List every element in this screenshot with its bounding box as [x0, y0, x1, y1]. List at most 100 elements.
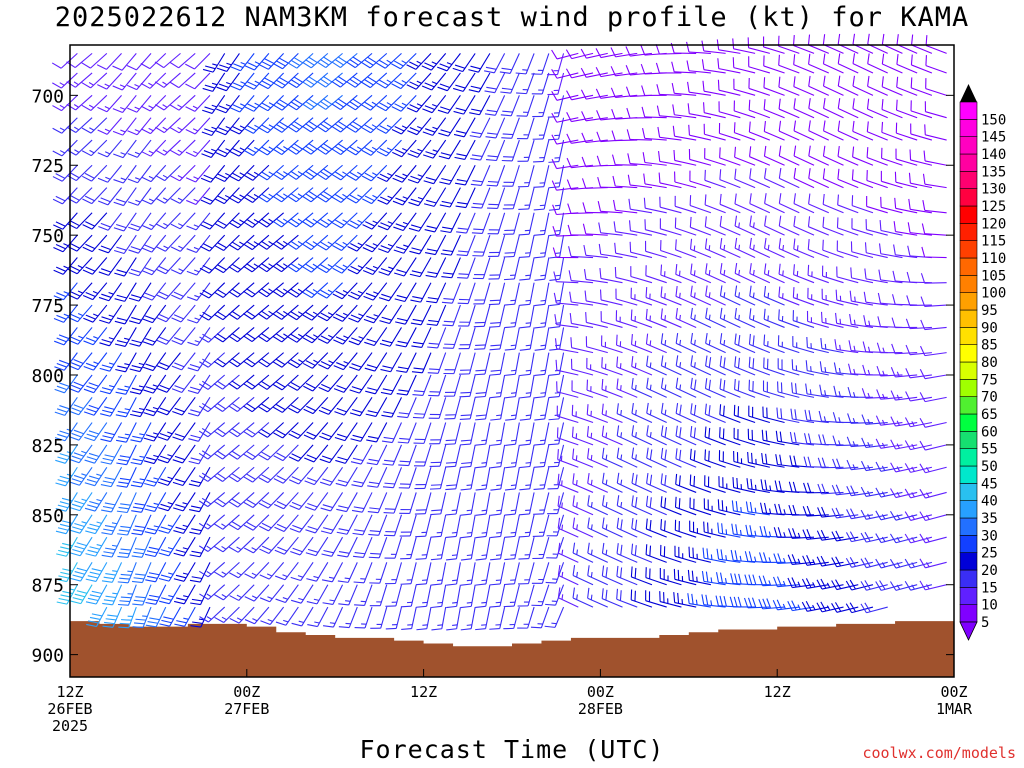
wind-barb [115, 397, 137, 418]
wind-barb [69, 492, 93, 512]
wind-barb [471, 212, 491, 234]
wind-barb [316, 94, 343, 110]
wind-barb [258, 53, 285, 70]
colorbar-segment [959, 275, 978, 293]
wind-barb [519, 327, 535, 351]
wind-barb [675, 448, 697, 468]
wind-barb [275, 562, 299, 581]
wind-barb [82, 234, 108, 253]
colorbar-label: 20 [981, 563, 998, 579]
wind-barb [602, 495, 623, 516]
wind-barb [875, 438, 903, 449]
wind-barb [56, 536, 78, 557]
wind-barb [459, 397, 476, 421]
wind-barb [816, 578, 844, 590]
wind-barb [717, 499, 741, 516]
wind-barb [660, 377, 682, 398]
wind-barb [331, 187, 358, 203]
wind-barb [442, 327, 461, 349]
wind-barb [629, 241, 653, 259]
wind-barb [188, 444, 211, 465]
wind-barb [470, 139, 491, 161]
wind-barb [763, 285, 785, 306]
wind-barb [475, 562, 491, 586]
wind-barb [440, 234, 461, 256]
wind-barb [551, 90, 579, 101]
wind-barb [904, 558, 933, 569]
wind-barb [257, 257, 284, 273]
wind-barb [572, 448, 594, 468]
wind-barb [113, 234, 137, 255]
wind-barb [199, 257, 226, 274]
x-tick-label: 00Z [233, 683, 260, 701]
wind-barb [906, 271, 932, 284]
wind-barb [585, 336, 608, 354]
wind-barb [549, 235, 565, 259]
wind-barb [336, 492, 358, 513]
wind-barb [352, 514, 373, 536]
wind-barb [82, 282, 108, 301]
wind-barb [171, 282, 196, 300]
wind-barb [142, 282, 167, 301]
wind-barb [572, 517, 594, 538]
wind-barb [778, 54, 800, 74]
wind-barb [272, 164, 299, 181]
wind-barb [213, 536, 240, 553]
wind-barb [142, 352, 167, 372]
wind-barb [287, 52, 314, 69]
wind-barb [734, 333, 756, 354]
wind-barb [446, 584, 461, 609]
wind-barb [199, 234, 226, 252]
wind-barb [100, 444, 123, 465]
wind-barb [490, 492, 506, 516]
wind-barb [556, 427, 579, 446]
wind-barb [704, 475, 726, 493]
wind-barb [642, 152, 667, 166]
wind-barb [66, 94, 93, 111]
wind-barb [413, 422, 432, 444]
wind-barb [616, 565, 638, 586]
wind-barb [891, 343, 918, 355]
wind-barb [518, 537, 535, 560]
wind-barb [414, 492, 432, 515]
plot-frame [69, 44, 955, 678]
wind-barb [114, 327, 137, 347]
wind-barb [258, 117, 285, 134]
wind-barb [307, 606, 329, 628]
wind-barb [518, 514, 535, 538]
colorbar-segment [959, 257, 978, 276]
wind-barb [113, 164, 137, 184]
wind-barb [416, 584, 432, 608]
wind-barb [734, 285, 756, 306]
wind-barb [83, 304, 108, 323]
wind-barb [616, 378, 638, 398]
wind-barb [519, 422, 535, 446]
wind-barb [130, 422, 152, 443]
wind-barb [189, 536, 211, 558]
wind-barb [97, 72, 122, 90]
wind-barb [407, 139, 432, 158]
wind-barb [641, 106, 667, 119]
wind-barb [904, 463, 933, 473]
colorbar-label: 55 [981, 442, 998, 458]
wind-barb [82, 187, 108, 205]
wind-barb [273, 466, 299, 484]
wind-barb [395, 304, 417, 325]
wind-barb [301, 117, 329, 133]
wind-barb [894, 171, 918, 189]
wind-barb [213, 422, 240, 438]
wind-barb [169, 117, 196, 134]
wind-barb [243, 514, 270, 531]
wind-barb [852, 146, 874, 166]
wind-barb [229, 164, 255, 182]
wind-barb [411, 327, 432, 348]
wind-barb [533, 139, 550, 163]
wind-barb [431, 562, 447, 586]
wind-barb [919, 580, 947, 591]
wind-barb [316, 164, 343, 181]
wind-barb [301, 187, 329, 203]
wind-barb [430, 514, 447, 538]
wind-barb [733, 451, 756, 468]
wind-barb [879, 220, 903, 236]
wind-barb [365, 397, 388, 418]
